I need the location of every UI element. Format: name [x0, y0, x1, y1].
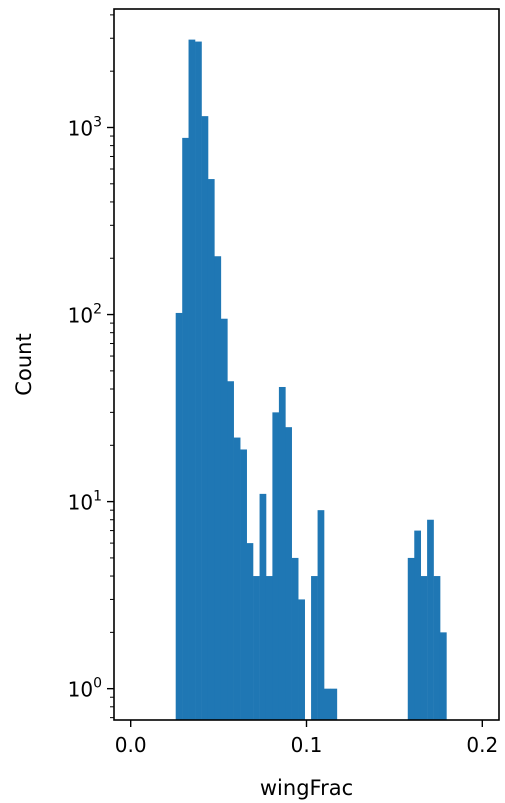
plot-frame — [113, 8, 500, 721]
histogram-bar-24 — [407, 557, 415, 720]
histogram-bar-25 — [414, 530, 422, 720]
histogram-bar-0 — [175, 312, 183, 720]
histogram-bar-13 — [259, 493, 267, 720]
histogram-bar-15 — [272, 412, 280, 720]
histogram-bar-16 — [278, 386, 286, 720]
histogram-bar-29 — [439, 632, 447, 720]
histogram-bar-11 — [246, 543, 254, 720]
x-tick-label-1: 0.1 — [291, 733, 323, 757]
histogram-bar-23 — [330, 688, 338, 720]
histogram-bar-7 — [220, 318, 228, 720]
histogram-bar-3 — [195, 41, 202, 720]
histogram-bar-27 — [427, 519, 434, 720]
histogram-bar-17 — [285, 427, 292, 720]
y-tick-label-1: 101 — [68, 489, 102, 515]
histogram-bars — [175, 39, 447, 721]
histogram-bar-21 — [317, 510, 325, 720]
histogram-bar-14 — [265, 576, 273, 720]
histogram-bar-26 — [420, 576, 428, 720]
histogram-bar-5 — [207, 179, 215, 720]
histogram-bar-19 — [298, 599, 305, 720]
histogram-bar-8 — [227, 381, 234, 720]
x-tick-label-0: 0.0 — [115, 733, 147, 757]
y-tick-label-0: 100 — [68, 676, 102, 702]
histogram-bar-18 — [291, 557, 299, 720]
histogram-bar-9 — [233, 437, 241, 720]
histogram-bar-4 — [201, 116, 209, 720]
x-axis-ticks: 0.0 0.1 0.2 — [115, 720, 498, 757]
x-tick-label-2: 0.2 — [466, 733, 498, 757]
histogram-bar-6 — [214, 256, 222, 720]
x-axis-label: wingFrac — [260, 776, 353, 800]
histogram-bar-1 — [182, 137, 189, 721]
histogram-bar-22 — [323, 688, 331, 720]
histogram-bar-20 — [311, 576, 318, 720]
histogram-bar-28 — [433, 576, 441, 720]
histogram-bar-10 — [240, 449, 247, 720]
y-axis-ticks: 100 101 102 103 — [68, 114, 114, 702]
y-tick-label-2: 102 — [68, 302, 102, 328]
y-tick-label-3: 103 — [68, 114, 102, 140]
histogram-bar-12 — [253, 576, 260, 720]
y-axis-label: Count — [12, 333, 36, 395]
histogram-bar-2 — [188, 39, 196, 720]
